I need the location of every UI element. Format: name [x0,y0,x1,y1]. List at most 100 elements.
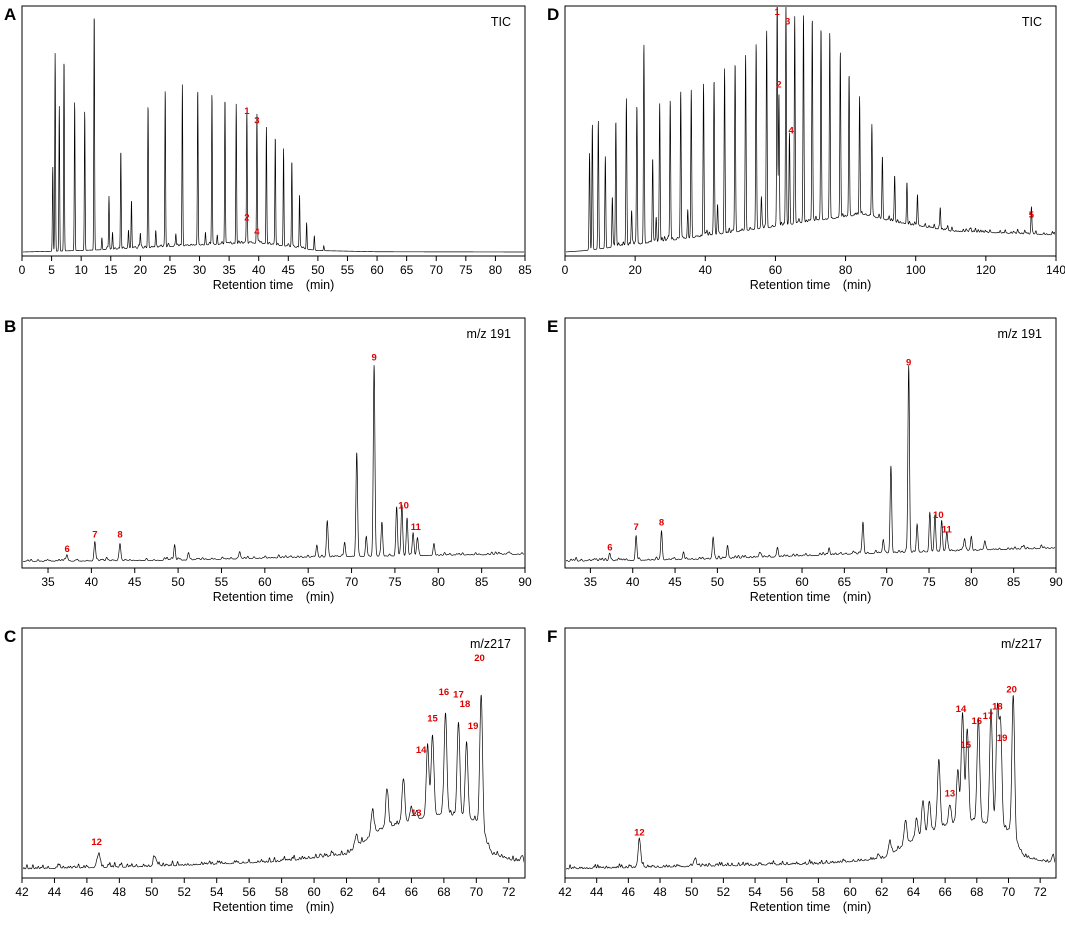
channel-label: m/z217 [470,637,511,651]
peak-label: 15 [960,740,971,751]
x-tick-label: 42 [558,885,572,899]
x-tick-label: 42 [15,885,29,899]
x-axis-label: Retention time (min) [213,900,335,914]
x-tick-label: 80 [432,575,446,589]
x-tick-label: 85 [475,575,489,589]
peak-label: 10 [933,510,944,521]
peak-label: 7 [92,529,97,540]
x-tick-label: 58 [812,885,826,899]
plot-frame [564,627,1057,879]
x-tick-label: 85 [1007,575,1021,589]
panel-letter: C [4,627,16,646]
chromatogram-trace [23,365,524,562]
x-tick-label: 68 [437,885,451,899]
peak-label: 8 [659,517,664,528]
peak-label: 19 [997,733,1008,744]
x-tick-label: 56 [242,885,256,899]
peak-label: 20 [1006,685,1017,696]
x-tick-label: 55 [215,575,229,589]
x-tick-label: 65 [302,575,316,589]
x-tick-label: 64 [907,885,921,899]
x-tick-label: 50 [311,263,325,277]
x-tick-label: 60 [769,263,783,277]
x-tick-label: 35 [584,575,598,589]
x-axis-label: Retention time (min) [750,900,872,914]
x-tick-label: 40 [252,263,266,277]
x-tick-label: 50 [171,575,185,589]
x-tick-label: 66 [938,885,952,899]
x-tick-label: 70 [430,263,444,277]
x-tick-label: 70 [345,575,359,589]
x-tick-label: 10 [74,263,88,277]
panel-letter: E [547,317,558,336]
x-tick-label: 48 [653,885,667,899]
x-tick-label: 50 [145,885,159,899]
channel-label: m/z217 [1001,637,1042,651]
x-tick-label: 55 [753,575,767,589]
peak-label: 16 [439,687,450,698]
x-tick-label: 80 [839,263,853,277]
x-tick-label: 52 [178,885,192,899]
peak-label: 18 [992,701,1003,712]
peak-label: 18 [460,699,471,710]
peak-label: 19 [468,721,479,732]
x-tick-label: 60 [843,885,857,899]
x-tick-label: 65 [400,263,414,277]
x-tick-label: 30 [193,263,207,277]
x-tick-label: 90 [518,575,532,589]
peak-label: 12 [634,827,645,838]
peak-label: 12 [91,837,102,848]
x-tick-label: 40 [699,263,713,277]
x-tick-label: 20 [628,263,642,277]
peak-label: 3 [785,17,790,28]
x-tick-label: 80 [489,263,503,277]
x-tick-label: 35 [222,263,236,277]
panel-letter: D [547,5,559,24]
channel-label: m/z 191 [998,327,1043,341]
chromatogram-trace [23,694,524,870]
plot-frame [21,5,526,257]
x-tick-label: 100 [906,263,926,277]
x-tick-label: 46 [80,885,94,899]
peak-label: 8 [117,529,122,540]
peak-label: 5 [1029,210,1035,221]
x-tick-label: 54 [210,885,224,899]
x-tick-label: 35 [41,575,55,589]
x-tick-label: 55 [341,263,355,277]
x-tick-label: 75 [459,263,473,277]
x-tick-label: 40 [85,575,99,589]
panel-letter: B [4,317,16,336]
x-tick-label: 140 [1046,263,1065,277]
peak-label: 3 [254,116,259,127]
peak-label: 16 [972,716,983,727]
x-tick-label: 75 [388,575,402,589]
x-tick-label: 44 [48,885,62,899]
x-tick-label: 15 [104,263,118,277]
chromatogram-trace [566,365,1055,562]
x-tick-label: 80 [965,575,979,589]
x-tick-label: 45 [668,575,682,589]
x-tick-label: 20 [134,263,148,277]
x-tick-label: 64 [372,885,386,899]
x-tick-label: 120 [976,263,996,277]
x-tick-label: 52 [717,885,731,899]
plot-frame [21,317,526,569]
x-tick-label: 54 [748,885,762,899]
x-tick-label: 62 [875,885,889,899]
x-tick-label: 58 [275,885,289,899]
plot-frame [564,5,1057,257]
x-tick-label: 72 [502,885,516,899]
x-tick-label: 60 [795,575,809,589]
chromatogram-trace [566,7,1055,253]
x-axis-label: Retention time (min) [750,590,872,604]
peak-label: 2 [244,213,249,224]
peak-label: 9 [371,353,376,364]
peak-label: 7 [633,522,638,533]
x-tick-label: 75 [922,575,936,589]
panel-d-tic-chromatogram: D TIC 0 20 40 60 80 100 120 140 Retention time (mi… [547,5,1065,292]
x-tick-label: 70 [470,885,484,899]
x-tick-label: 66 [405,885,419,899]
